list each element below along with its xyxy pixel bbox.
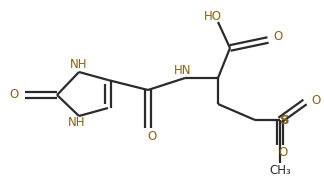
Text: NH: NH [70,59,88,72]
Text: O: O [278,146,288,160]
Text: O: O [147,130,156,144]
Text: HN: HN [174,63,192,77]
Text: O: O [9,89,18,102]
Text: O: O [311,93,321,107]
Text: S: S [280,114,290,127]
Text: NH: NH [68,116,86,128]
Text: HO: HO [204,10,222,22]
Text: CH₃: CH₃ [269,164,291,176]
Text: O: O [273,29,283,43]
